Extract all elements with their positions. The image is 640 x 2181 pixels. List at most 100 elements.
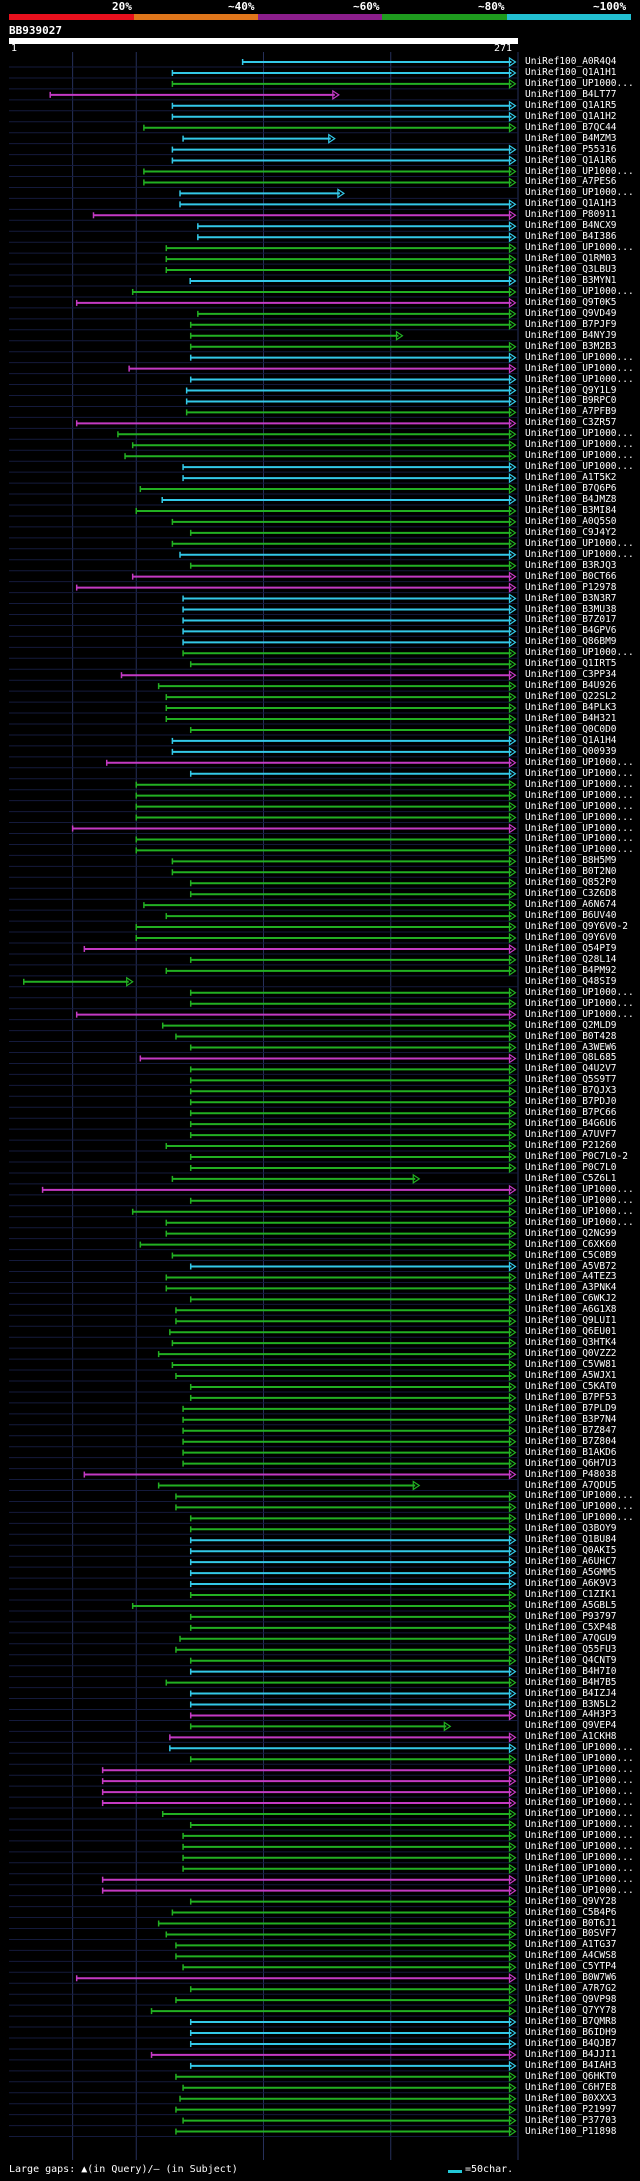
hit-label[interactable]: UniRef100_A6G1X8 <box>525 1304 617 1316</box>
hit-label[interactable]: UniRef100_B4LT77 <box>525 88 617 100</box>
hit-label[interactable]: UniRef100_B7Q6P6 <box>525 483 617 495</box>
hit-label[interactable]: UniRef100_A1TG37 <box>525 1939 617 1951</box>
hit-label[interactable]: UniRef100_C5XP48 <box>525 1621 617 1633</box>
hit-label[interactable]: UniRef100_UP1000... <box>525 647 634 659</box>
hit-label[interactable]: UniRef100_UP1000... <box>525 1851 634 1863</box>
hit-label[interactable]: UniRef100_B3N3R7 <box>525 592 617 604</box>
hit-label[interactable]: UniRef100_B7QC44 <box>525 121 617 133</box>
hit-label[interactable]: UniRef100_Q3LBU3 <box>525 264 617 276</box>
hit-label[interactable]: UniRef100_A0Q5S0 <box>525 515 617 527</box>
hit-label[interactable]: UniRef100_A3PNK4 <box>525 1282 617 1294</box>
hit-label[interactable]: UniRef100_Q9VY28 <box>525 1895 617 1907</box>
hit-label[interactable]: UniRef100_B4IAH3 <box>525 2059 617 2071</box>
hit-label[interactable]: UniRef100_Q0AKI5 <box>525 1545 617 1557</box>
hit-label[interactable]: UniRef100_UP1000... <box>525 242 634 254</box>
hit-label[interactable]: UniRef100_Q1A1R5 <box>525 99 617 111</box>
hit-label[interactable]: UniRef100_C5C0B9 <box>525 1249 617 1261</box>
hit-label[interactable]: UniRef100_UP1000... <box>525 362 634 374</box>
hit-label[interactable]: UniRef100_B0T428 <box>525 1030 617 1042</box>
hit-label[interactable]: UniRef100_P11898 <box>525 2125 617 2137</box>
hit-label[interactable]: UniRef100_UP1000... <box>525 1216 634 1228</box>
hit-label[interactable]: UniRef100_B3RJQ3 <box>525 559 617 571</box>
hit-label[interactable]: UniRef100_Q2NG99 <box>525 1227 617 1239</box>
hit-label[interactable]: UniRef100_C5VW81 <box>525 1359 617 1371</box>
hit-label[interactable]: UniRef100_P12978 <box>525 581 617 593</box>
hit-label[interactable]: UniRef100_Q1A1H2 <box>525 110 617 122</box>
hit-label[interactable]: UniRef100_UP1000... <box>525 428 634 440</box>
hit-label[interactable]: UniRef100_P48038 <box>525 1468 617 1480</box>
hit-label[interactable]: UniRef100_B7PJF9 <box>525 318 617 330</box>
hit-label[interactable]: UniRef100_A7PFB9 <box>525 406 617 418</box>
hit-label[interactable]: UniRef100_Q4CNT9 <box>525 1654 617 1666</box>
hit-label[interactable]: UniRef100_Q2MLD9 <box>525 1019 617 1031</box>
hit-label[interactable]: UniRef100_UP1000... <box>525 822 634 834</box>
hit-label[interactable]: UniRef100_B1AKD6 <box>525 1446 617 1458</box>
hit-label[interactable]: UniRef100_P21997 <box>525 2103 617 2115</box>
hit-label[interactable]: UniRef100_Q28L14 <box>525 953 617 965</box>
hit-label[interactable]: UniRef100_B6IDH9 <box>525 2027 617 2038</box>
hit-label[interactable]: UniRef100_UP1000... <box>525 1205 634 1217</box>
hit-label[interactable]: UniRef100_P21260 <box>525 1140 617 1152</box>
hit-label[interactable]: UniRef100_UP1000... <box>525 187 634 199</box>
hit-label[interactable]: UniRef100_UP1000... <box>525 767 634 779</box>
hit-label[interactable]: UniRef100_UP1000... <box>525 1884 634 1896</box>
hit-label[interactable]: UniRef100_A4TEZ3 <box>525 1271 617 1283</box>
hit-label[interactable]: UniRef100_Q9Y1L9 <box>525 384 617 396</box>
hit-label[interactable]: UniRef100_Q1IRT5 <box>525 658 617 670</box>
hit-label[interactable]: UniRef100_A7PES6 <box>525 176 617 188</box>
hit-label[interactable]: UniRef100_Q54PI9 <box>525 942 617 954</box>
hit-label[interactable]: UniRef100_Q22SL2 <box>525 691 617 703</box>
hit-label[interactable]: UniRef100_UP1000... <box>525 997 634 1009</box>
hit-label[interactable]: UniRef100_B7PDJ0 <box>525 1096 617 1108</box>
hit-label[interactable]: UniRef100_Q0VZZ2 <box>525 1348 617 1360</box>
hit-label[interactable]: UniRef100_C3ZR57 <box>525 417 617 429</box>
hit-label[interactable]: UniRef100_UP1000... <box>525 450 634 462</box>
hit-label[interactable]: UniRef100_UP1000... <box>525 77 634 89</box>
hit-label[interactable]: UniRef100_Q55FU3 <box>525 1643 617 1655</box>
hit-label[interactable]: UniRef100_Q0C0D0 <box>525 723 617 735</box>
hit-label[interactable]: UniRef100_A4H3P3 <box>525 1709 617 1721</box>
hit-label[interactable]: UniRef100_B4NYJ9 <box>525 329 617 341</box>
hit-label[interactable]: UniRef100_B4MZM3 <box>525 132 617 144</box>
hit-label[interactable]: UniRef100_A7R7G2 <box>525 1983 617 1995</box>
hit-label[interactable]: UniRef100_Q00939 <box>525 745 617 757</box>
hit-label[interactable]: UniRef100_Q852P0 <box>525 877 617 889</box>
hit-label[interactable]: UniRef100_B6UV40 <box>525 910 617 922</box>
hit-label[interactable]: UniRef100_Q9VD49 <box>525 307 617 319</box>
hit-label[interactable]: UniRef100_UP1000... <box>525 1194 634 1206</box>
hit-label[interactable]: UniRef100_A7QGU9 <box>525 1632 617 1644</box>
hit-label[interactable]: UniRef100_Q1A1H3 <box>525 198 617 210</box>
hit-label[interactable]: UniRef100_Q4U2V7 <box>525 1063 617 1075</box>
hit-label[interactable]: UniRef100_UP1000... <box>525 789 634 801</box>
hit-label[interactable]: UniRef100_B3M2B3 <box>525 340 617 352</box>
hit-label[interactable]: UniRef100_UP1000... <box>525 833 634 845</box>
hit-label[interactable]: UniRef100_UP1000... <box>525 285 634 297</box>
hit-label[interactable]: UniRef100_Q86BM9 <box>525 636 617 648</box>
hit-label[interactable]: UniRef100_B3MYN1 <box>525 275 617 286</box>
hit-label[interactable]: UniRef100_UP1000... <box>525 1797 634 1809</box>
hit-label[interactable]: UniRef100_UP1000... <box>525 1008 634 1020</box>
hit-label[interactable]: UniRef100_B0CT66 <box>525 570 617 582</box>
hit-label[interactable]: UniRef100_A3WEW6 <box>525 1041 617 1053</box>
hit-label[interactable]: UniRef100_B3MI84 <box>525 504 617 516</box>
hit-label[interactable]: UniRef100_UP1000... <box>525 1183 634 1195</box>
hit-label[interactable]: UniRef100_UP1000... <box>525 1742 634 1754</box>
hit-label[interactable]: UniRef100_UP1000... <box>525 373 634 385</box>
hit-label[interactable]: UniRef100_Q9Y6V0-2 <box>525 921 628 933</box>
hit-label[interactable]: UniRef100_Q3BOY9 <box>525 1523 617 1535</box>
hit-label[interactable]: UniRef100_B4IZJ4 <box>525 1687 617 1699</box>
hit-label[interactable]: UniRef100_UP1000... <box>525 1753 634 1765</box>
hit-label[interactable]: UniRef100_UP1000... <box>525 1501 634 1513</box>
hit-label[interactable]: UniRef100_B0T6J1 <box>525 1917 617 1929</box>
hit-label[interactable]: UniRef100_C6H7E8 <box>525 2081 617 2093</box>
hit-label[interactable]: UniRef100_Q9T0K5 <box>525 296 617 308</box>
hit-label[interactable]: UniRef100_B4H7I0 <box>525 1665 617 1677</box>
hit-label[interactable]: UniRef100_P37703 <box>525 2114 617 2126</box>
hit-label[interactable]: UniRef100_B7Z804 <box>525 1435 617 1447</box>
hit-label[interactable]: UniRef100_Q9Y6V0 <box>525 932 617 943</box>
hit-label[interactable]: UniRef100_UP1000... <box>525 1490 634 1502</box>
hit-label[interactable]: UniRef100_UP1000... <box>525 1818 634 1830</box>
hit-label[interactable]: UniRef100_A6K9V3 <box>525 1578 617 1590</box>
hit-label[interactable]: UniRef100_B7Z017 <box>525 614 617 626</box>
hit-label[interactable]: UniRef100_A4CWS8 <box>525 1950 617 1962</box>
